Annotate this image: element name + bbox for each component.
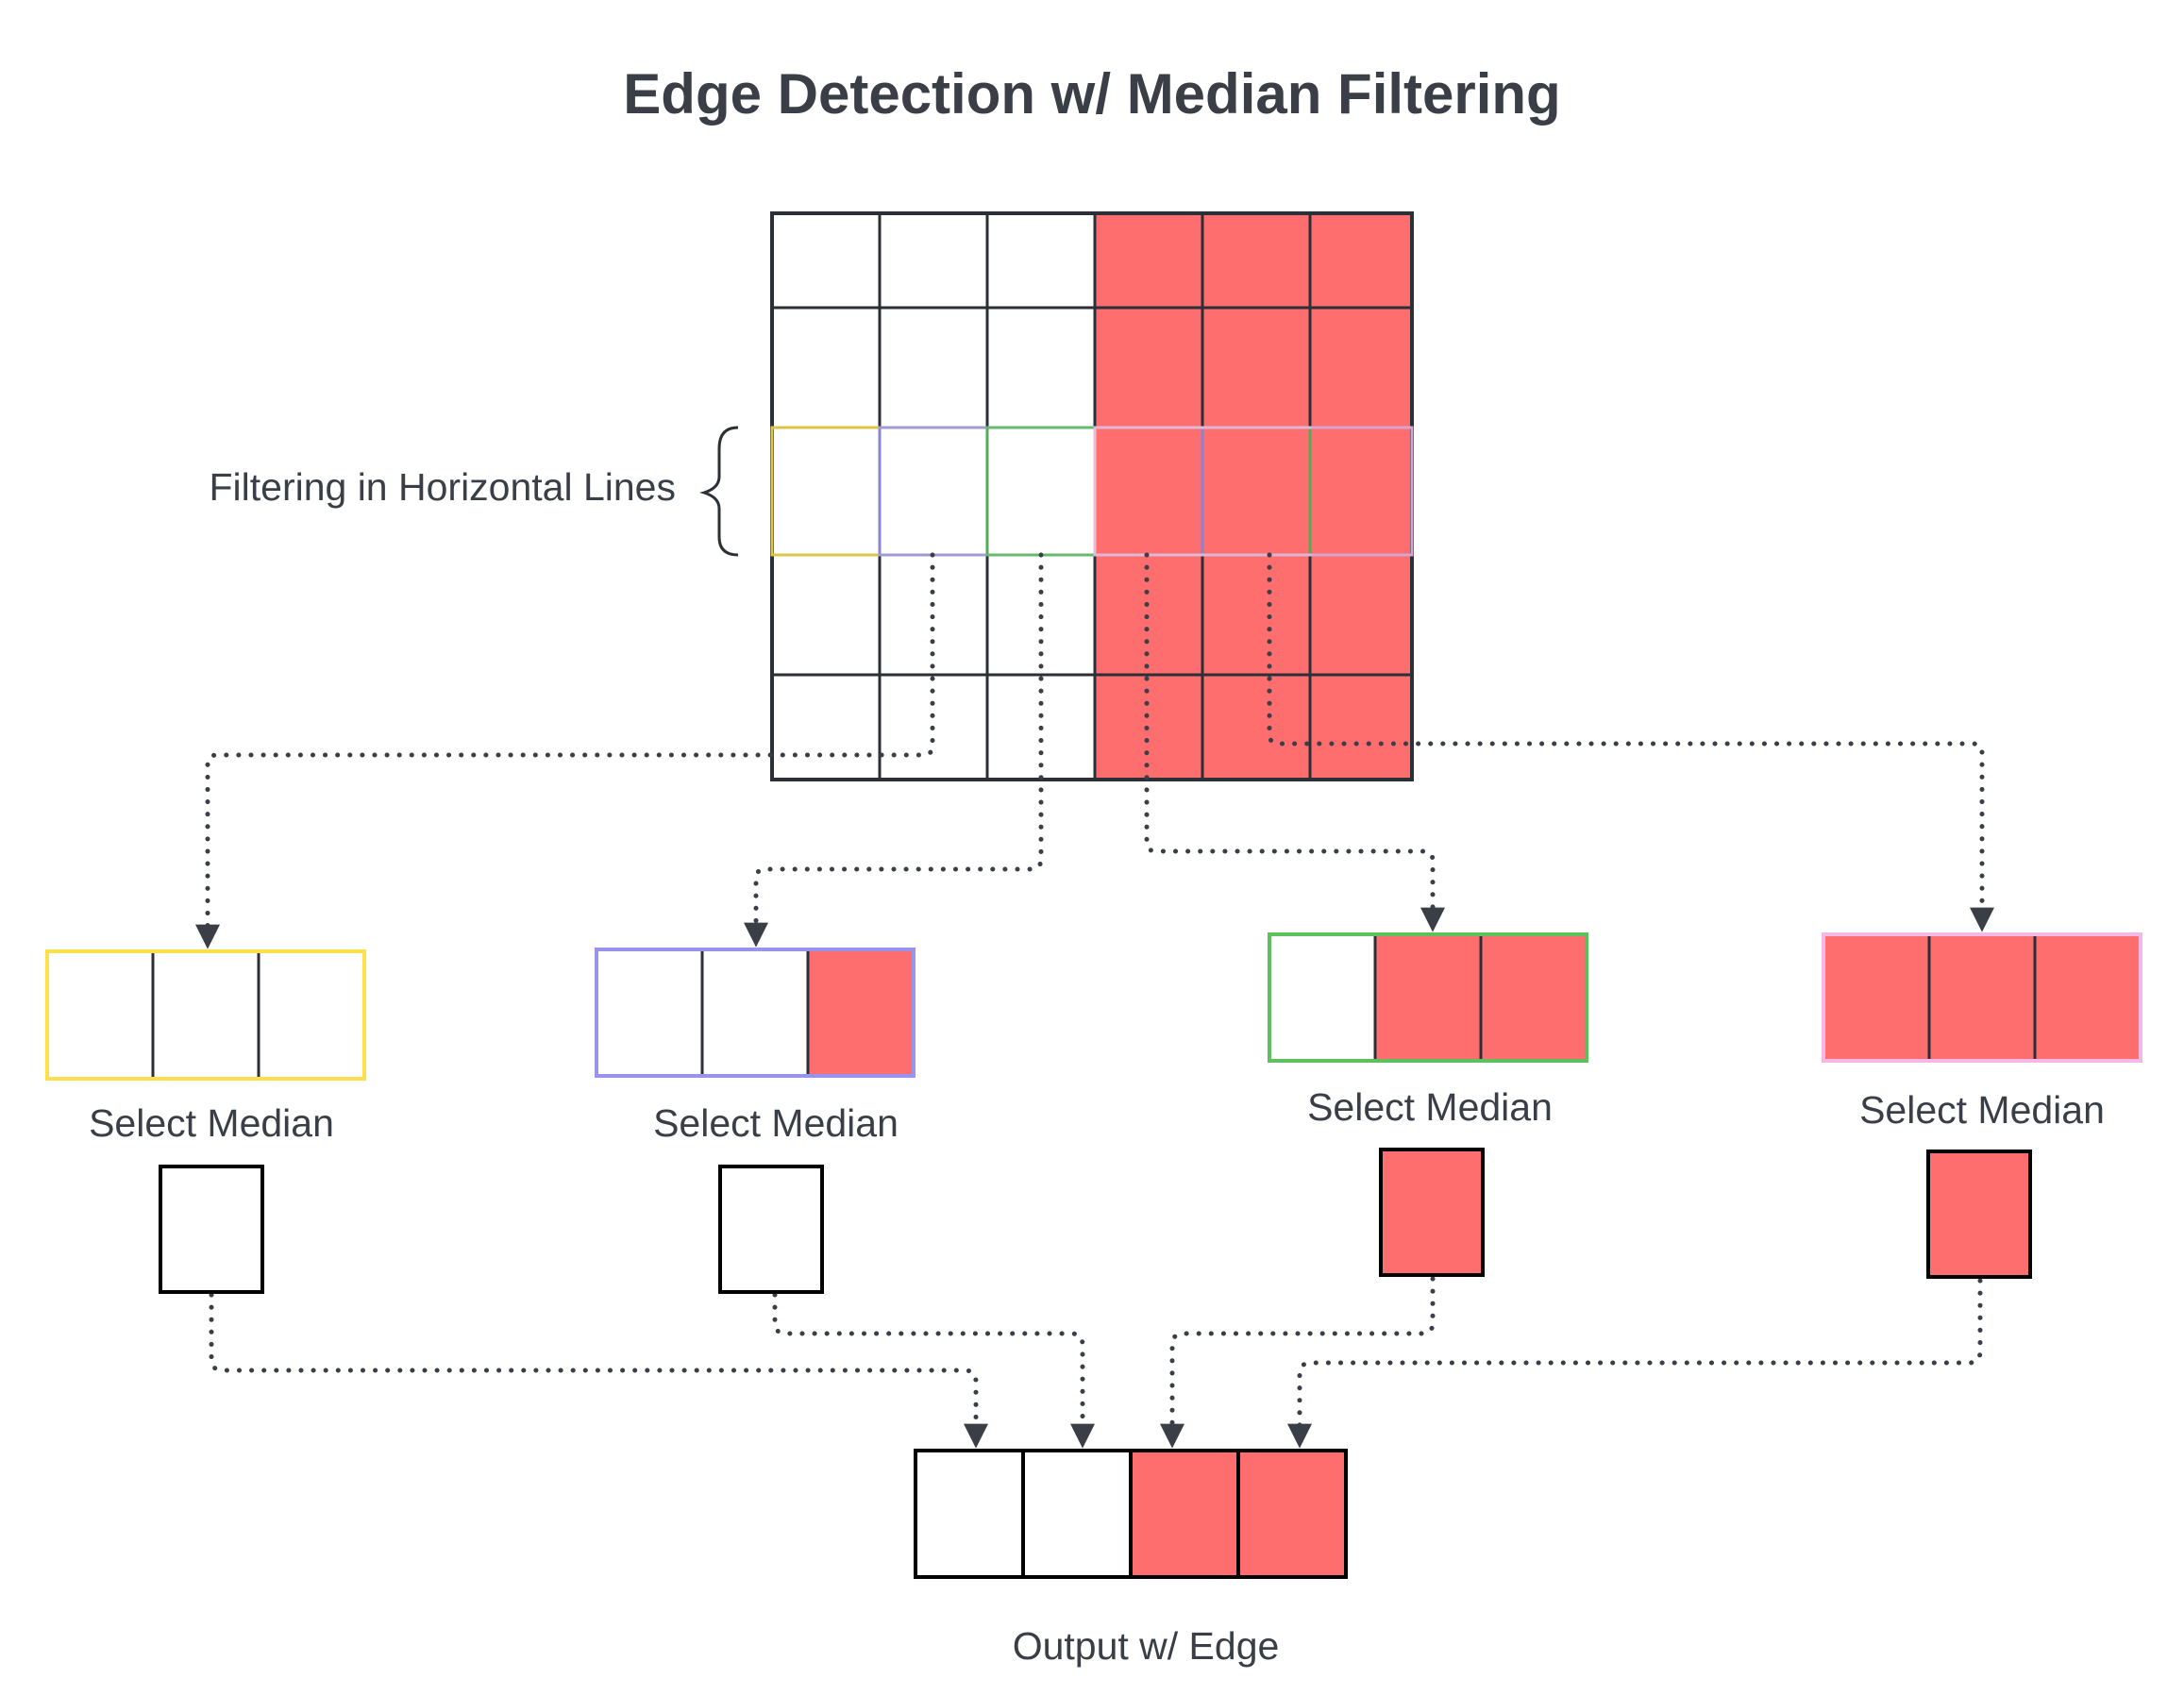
window-caption-4: Select Median bbox=[1859, 1088, 2105, 1132]
window-caption-2: Select Median bbox=[653, 1101, 899, 1145]
grid-cell-r4-c1 bbox=[770, 553, 882, 677]
grid-cell-r2-c1 bbox=[770, 306, 882, 429]
connector-6 bbox=[772, 1292, 1095, 1449]
curly-brace bbox=[698, 426, 739, 557]
grid-cell-r4-c5 bbox=[1201, 553, 1312, 677]
window-4-cell-2 bbox=[1927, 932, 2037, 1063]
window-4-border bbox=[1822, 932, 2142, 1063]
grid-cell-r3-c4 bbox=[1093, 426, 1204, 557]
grid-cell-r1-c3 bbox=[985, 211, 1097, 310]
connector-lines bbox=[195, 552, 1994, 1449]
window-3-border bbox=[1268, 932, 1588, 1063]
window-1-cell-2 bbox=[153, 951, 259, 1079]
window-1-cell-3 bbox=[259, 951, 364, 1079]
grid-cell-r1-c6 bbox=[1308, 211, 1414, 310]
median-result-3 bbox=[1379, 1148, 1485, 1277]
window-2-cell-1 bbox=[596, 949, 702, 1076]
median-results bbox=[159, 1148, 2032, 1294]
grid-cell-r5-c5 bbox=[1201, 673, 1312, 781]
grid-cell-r1-c5 bbox=[1201, 211, 1312, 310]
window-1-border bbox=[45, 949, 366, 1081]
connector-5 bbox=[209, 1292, 988, 1449]
input-grid bbox=[770, 211, 1414, 781]
window-4-cell-3 bbox=[2033, 932, 2142, 1063]
grid-cell-r5-c6 bbox=[1308, 673, 1414, 781]
connector-3 bbox=[1144, 552, 1445, 932]
grid-cell-r1-c4 bbox=[1093, 211, 1204, 310]
output-strip bbox=[914, 1449, 1348, 1579]
connector-4 bbox=[1267, 552, 1994, 932]
median-result-2 bbox=[718, 1165, 824, 1294]
grid-cell-r3-c6 bbox=[1308, 426, 1414, 557]
window-caption-3: Select Median bbox=[1307, 1085, 1553, 1129]
grid-cell-r2-c4 bbox=[1093, 306, 1204, 429]
window-2-cell-3 bbox=[806, 948, 916, 1078]
grid-cell-r2-c2 bbox=[878, 306, 989, 429]
connector-8 bbox=[1287, 1278, 1983, 1449]
filter-window-1 bbox=[45, 949, 366, 1081]
grid-cell-r2-c5 bbox=[1201, 306, 1312, 429]
grid-cell-r1-c2 bbox=[878, 211, 989, 310]
output-cell-2 bbox=[1021, 1449, 1133, 1579]
connector-7 bbox=[1160, 1276, 1436, 1449]
window-1-cell-1 bbox=[47, 951, 153, 1079]
median-result-4 bbox=[1926, 1150, 2032, 1279]
grid-cell-r4-c6 bbox=[1308, 553, 1414, 677]
brace-label: Filtering in Horizontal Lines bbox=[209, 465, 676, 509]
filter-window-4 bbox=[1822, 932, 2142, 1063]
window-2-border bbox=[595, 948, 916, 1078]
grid-cell-r2-c3 bbox=[985, 306, 1097, 429]
grid-cell-r3-c3 bbox=[985, 426, 1097, 557]
output-cell-3 bbox=[1129, 1449, 1240, 1579]
grid-cell-r4-c4 bbox=[1093, 553, 1204, 677]
window-3-cell-1 bbox=[1269, 934, 1375, 1061]
window-3-cell-3 bbox=[1479, 932, 1588, 1063]
grid-cell-r3-c2 bbox=[878, 426, 989, 557]
window-4-cell-1 bbox=[1822, 932, 1931, 1063]
filter-window-3 bbox=[1268, 932, 1588, 1063]
output-cell-4 bbox=[1236, 1449, 1348, 1579]
window-2-cell-2 bbox=[702, 949, 808, 1076]
window-caption-1: Select Median bbox=[89, 1101, 334, 1145]
row-window-outline-4 bbox=[1093, 426, 1414, 557]
output-caption: Output w/ Edge bbox=[1013, 1624, 1280, 1668]
grid-cell-r1-c1 bbox=[770, 211, 882, 310]
grid-cell-r2-c6 bbox=[1308, 306, 1414, 429]
grid-cell-r3-c5 bbox=[1201, 426, 1312, 557]
output-cell-1 bbox=[914, 1449, 1025, 1579]
filter-windows bbox=[45, 932, 2142, 1081]
connector-2 bbox=[744, 552, 1044, 948]
window-3-cell-2 bbox=[1373, 932, 1483, 1063]
median-result-1 bbox=[159, 1165, 264, 1294]
grid-cell-r3-c1 bbox=[770, 426, 882, 557]
filter-window-2 bbox=[595, 948, 916, 1078]
grid-cell-r5-c1 bbox=[770, 673, 882, 781]
diagram-title: Edge Detection w/ Median Filtering bbox=[623, 62, 1560, 126]
